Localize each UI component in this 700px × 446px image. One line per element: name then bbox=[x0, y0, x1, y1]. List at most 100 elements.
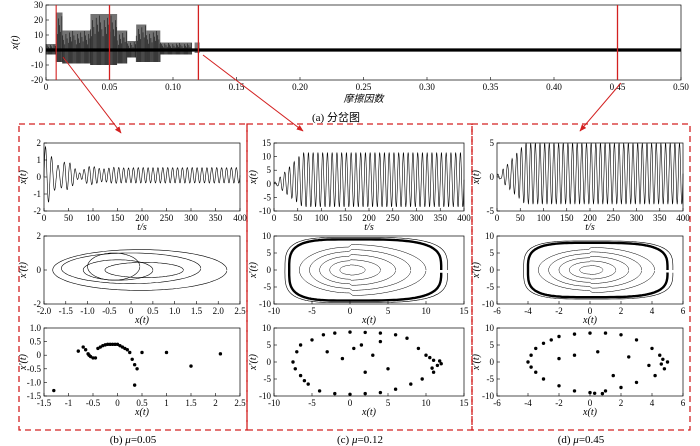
panel-b-time-xtick-label: 100 bbox=[86, 213, 100, 223]
panel-d-phase-spiral bbox=[548, 251, 642, 289]
panel-c-poincare-point bbox=[363, 370, 367, 374]
panel-c-phase-limit-cycle bbox=[288, 238, 443, 302]
panel-d-poincare-axes-frame bbox=[496, 327, 684, 397]
panel-b-poincare-xtick-label: 1.5 bbox=[185, 398, 197, 408]
panel-b-poincare-ytick-label: -1.0 bbox=[27, 377, 42, 387]
panel-d-time-xtick-label: 400 bbox=[676, 213, 690, 223]
panel-b-phase-xtick-label: 0.5 bbox=[147, 306, 159, 316]
panel-b-time-ytick-label: -1 bbox=[34, 189, 42, 199]
panel-c-phase-xtick-label: 5 bbox=[386, 306, 391, 316]
caption-d: (d) μ=0.45 bbox=[558, 434, 605, 446]
panel-c-time-xtick-label: 50 bbox=[293, 213, 303, 223]
zoom-arrows bbox=[62, 54, 622, 134]
panel-d-phase-spiral bbox=[579, 265, 604, 275]
panel-d-time-ytick-label: -5 bbox=[487, 206, 495, 216]
panel-d-poincare-point bbox=[634, 338, 639, 342]
bifurcation-xtick-label: 0.50 bbox=[673, 82, 689, 92]
panel-b-phase-ytick-label: 2 bbox=[37, 231, 42, 241]
panel-d-poincare-point bbox=[526, 360, 530, 364]
panel-b-poincare-xtick-label: 1 bbox=[164, 398, 169, 408]
panel-c-poincare-ytick-label: -10 bbox=[259, 391, 271, 401]
panel-d-poincare-ytick-label: 0 bbox=[490, 357, 495, 367]
panel-d-poincare-point bbox=[611, 373, 615, 378]
panel-c-time-ytick-label: -10 bbox=[259, 206, 271, 216]
bifurcation-band bbox=[56, 12, 63, 62]
panel-c-phase-xtick-label: 0 bbox=[348, 306, 353, 316]
panel-b-poincare-ytick-label: -0.5 bbox=[27, 364, 42, 374]
bifurcation-ytick-label: 0 bbox=[39, 45, 44, 55]
panel-c-poincare-point bbox=[386, 367, 390, 371]
panel-c-poincare-point bbox=[431, 370, 436, 374]
panel-c-poincare-point bbox=[348, 392, 352, 396]
panel-c-time-xtick-label: 200 bbox=[362, 213, 376, 223]
panel-b-poincare-point bbox=[83, 348, 88, 352]
panel-d-phase-limit-cycle bbox=[526, 241, 669, 299]
panel-d-poincare-xtick-label: 0 bbox=[588, 398, 593, 408]
panel-c-phase-axes-frame bbox=[273, 235, 465, 305]
arrow-to-panel-d bbox=[579, 82, 622, 132]
bifurcation-ytick-label: -10 bbox=[31, 60, 43, 70]
panel-b-phase-xtick-label: -2.0 bbox=[37, 306, 52, 316]
panel-b-time-xtick-label: 350 bbox=[209, 213, 223, 223]
panel-c-time-ytick-label: 5 bbox=[267, 165, 272, 175]
panel-d-phase-xtick-label: 6 bbox=[681, 306, 686, 316]
panel-b-phase-xtick-label: 1.5 bbox=[191, 306, 203, 316]
panel-c-time-xtick-label: 400 bbox=[457, 213, 471, 223]
panel-b-poincare-xtick-label: 0 bbox=[115, 398, 120, 408]
panel-c-poincare-point bbox=[352, 346, 356, 351]
panel-d-poincare-point bbox=[603, 331, 608, 335]
panel-b-poincare-point bbox=[81, 345, 85, 349]
caption-c: (c) μ=0.12 bbox=[337, 434, 383, 446]
panel-c-phase-ytick-label: 10 bbox=[262, 231, 272, 241]
panel-d-poincare-point bbox=[647, 363, 651, 368]
panel-c-poincare-point bbox=[378, 339, 383, 344]
panel-c-time-xtick-label: 300 bbox=[410, 213, 424, 223]
arrow-to-panel-b bbox=[62, 56, 122, 134]
panel-b-poincare-point bbox=[140, 350, 144, 355]
panel-c-phase-ytick-label: -10 bbox=[259, 299, 271, 309]
panel-b-time-ytick-label: -2 bbox=[34, 206, 42, 216]
bifurcation-ytick-label: 10 bbox=[34, 30, 44, 40]
panel-d-time-xlabel: t/s bbox=[585, 222, 595, 233]
panel-d-time-ytick-label: 5 bbox=[490, 138, 495, 148]
panel-b-time-ytick-label: 2 bbox=[37, 138, 42, 148]
panel-c-poincare-point bbox=[393, 333, 398, 337]
panel-c-poincare-point bbox=[428, 355, 432, 360]
panel-c-poincare-point bbox=[333, 391, 337, 396]
bifurcation-ytick-label: 20 bbox=[34, 15, 44, 25]
panel-d-phase-axes-frame bbox=[496, 235, 684, 305]
panel-b-poincare-point bbox=[76, 349, 81, 353]
panel-b-phase-orbit bbox=[82, 259, 154, 281]
panel-d-poincare-point bbox=[557, 356, 561, 361]
panel-b-frame bbox=[18, 123, 248, 431]
panel-b-time-xtick-label: 250 bbox=[160, 213, 174, 223]
panel-b-time-xlabel: t/s bbox=[137, 222, 147, 233]
panel-d-poincare-point bbox=[592, 391, 597, 395]
arrow-to-panel-c bbox=[202, 54, 304, 132]
panel-b-time-xtick-label: 200 bbox=[135, 213, 149, 223]
panel-b-poincare-point bbox=[128, 350, 132, 355]
panel-b-poincare-point bbox=[52, 388, 56, 393]
panel-d-phase-ytick-label: -5 bbox=[487, 282, 495, 292]
panel-b-time-series bbox=[43, 145, 241, 203]
bifurcation-band bbox=[194, 42, 200, 53]
panel-c-poincare-point bbox=[295, 350, 299, 354]
panel-c-poincare-point bbox=[363, 330, 367, 335]
panel-c-poincare-xtick-label: -10 bbox=[268, 398, 280, 408]
panel-d-time-xtick-label: 250 bbox=[607, 213, 621, 223]
panel-d-phase-spiral bbox=[558, 256, 630, 284]
panel-d-poincare-point bbox=[534, 346, 538, 351]
panel-b-poincare-xtick-label: -1.5 bbox=[37, 398, 52, 408]
panel-c: 0 50 100 150 200 250 300 350 400151050-5-10t/sx(… bbox=[248, 138, 471, 418]
bifurcation-xtick-label: 0.15 bbox=[229, 82, 245, 92]
bifurcation-xtick-label: 0.25 bbox=[356, 82, 372, 92]
panel-b-time-xtick-label: 400 bbox=[233, 213, 247, 223]
panel-c-poincare-point bbox=[393, 387, 398, 391]
panel-b-poincare-xtick-label: 0.5 bbox=[136, 398, 148, 408]
panel-b-phase-orbit bbox=[61, 252, 202, 284]
panel-d-poincare-point bbox=[658, 353, 662, 357]
panel-c-time-xtick-label: 0 bbox=[272, 213, 277, 223]
panel-c-poincare-point bbox=[325, 350, 329, 354]
panel-b-time-xtick-label: 0 bbox=[42, 213, 47, 223]
panel-c-phase-ytick-label: 0 bbox=[267, 265, 272, 275]
